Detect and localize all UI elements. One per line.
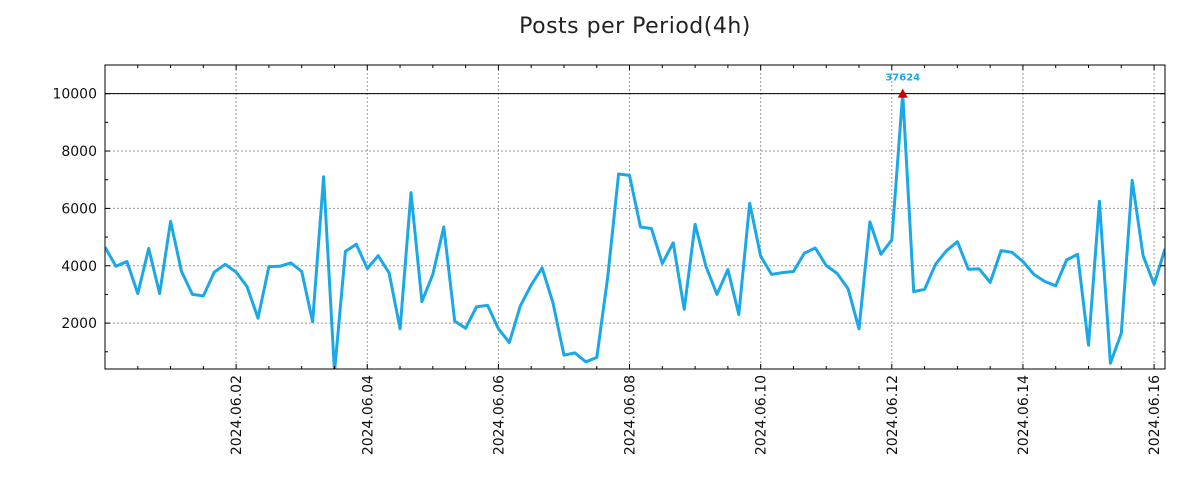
- y-tick-label: 6000: [61, 201, 97, 217]
- series-line-posts: [105, 92, 1165, 369]
- y-tick-label: 10000: [52, 87, 97, 103]
- x-tick-label: 2024.06.12: [885, 375, 901, 455]
- x-tick-label: 2024.06.02: [229, 375, 245, 455]
- x-tick-label: 2024.06.16: [1147, 375, 1163, 455]
- y-tick-label: 8000: [61, 144, 97, 160]
- grid-layer: [105, 65, 1165, 369]
- peak-marker: [897, 88, 908, 98]
- y-tick-label: 4000: [61, 259, 97, 275]
- x-tick-label: 2024.06.14: [1016, 375, 1032, 455]
- plot-frame: [104, 64, 1166, 370]
- x-tick-label: 2024.06.10: [754, 375, 770, 455]
- axis-layer: 2000 4000 6000 8000 10000 2024.06.02 2024.06.0…: [52, 64, 1165, 455]
- peak-label: 37624: [885, 73, 920, 84]
- x-tick-label: 2024.06.08: [623, 375, 639, 455]
- y-tick-label: 2000: [61, 316, 97, 332]
- series-layer: [105, 92, 1165, 369]
- x-tick-label: 2024.06.04: [360, 375, 376, 455]
- x-tick-label: 2024.06.06: [491, 375, 507, 455]
- peak-layer: 37624: [885, 73, 920, 98]
- chart-title: Posts per Period(4h): [519, 14, 751, 39]
